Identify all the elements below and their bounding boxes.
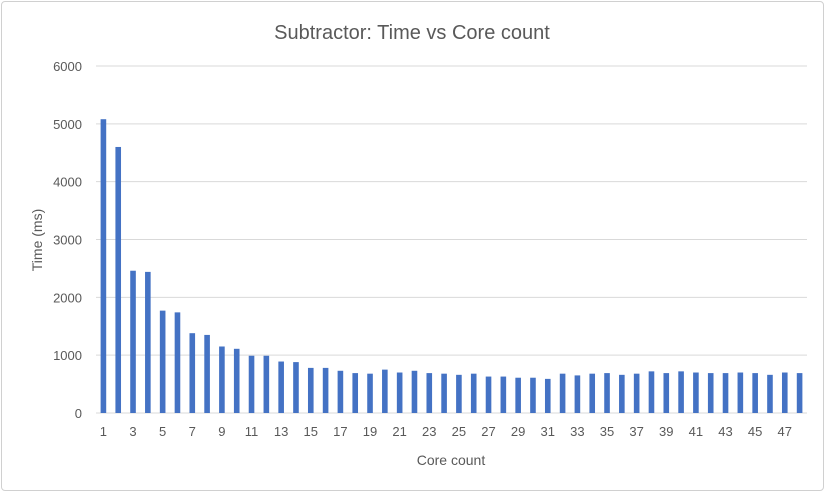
bar-core-30 bbox=[530, 377, 536, 413]
bar-core-43 bbox=[722, 373, 729, 413]
bar-core-41 bbox=[693, 372, 699, 413]
bar-core-4 bbox=[145, 271, 151, 413]
y-tick-label: 4000 bbox=[53, 175, 82, 190]
x-tick-label: 41 bbox=[689, 424, 703, 439]
bar-core-29 bbox=[515, 377, 521, 413]
bar-core-46 bbox=[767, 374, 773, 413]
bar-core-42 bbox=[707, 373, 714, 413]
bar-core-39 bbox=[663, 373, 670, 413]
x-tick-label: 15 bbox=[304, 424, 318, 439]
bar-core-33 bbox=[574, 375, 581, 413]
y-tick-label: 0 bbox=[75, 406, 82, 421]
bar-core-5 bbox=[159, 310, 166, 413]
x-tick-label: 43 bbox=[718, 424, 732, 439]
bar-core-38 bbox=[648, 371, 655, 413]
x-tick-label: 23 bbox=[422, 424, 436, 439]
x-tick-label: 35 bbox=[600, 424, 614, 439]
bar-core-22 bbox=[411, 370, 418, 413]
bar-core-36 bbox=[619, 374, 625, 413]
y-tick-label: 6000 bbox=[53, 59, 82, 74]
bar-core-47 bbox=[781, 372, 788, 413]
bar-core-20 bbox=[382, 369, 388, 413]
x-tick-label: 29 bbox=[511, 424, 525, 439]
bar-core-10 bbox=[233, 348, 240, 413]
bar-core-19 bbox=[367, 373, 373, 413]
bar-core-1 bbox=[100, 119, 107, 413]
bar-core-48 bbox=[796, 373, 803, 413]
y-tick-label: 3000 bbox=[53, 233, 82, 248]
x-tick-labels: 1 3 5 7 9 11 13 15 17 19 21 23 25 27 29 31 33 35 37 39 41 43 4… bbox=[100, 424, 792, 439]
gridlines bbox=[96, 65, 807, 414]
x-tick-label: 21 bbox=[392, 424, 406, 439]
y-tick-label: 1000 bbox=[53, 348, 82, 363]
bar-core-14 bbox=[293, 362, 299, 413]
y-tick-label: 5000 bbox=[53, 117, 82, 132]
x-tick-label: 5 bbox=[159, 424, 166, 439]
bar-core-32 bbox=[559, 373, 566, 413]
bar-core-6 bbox=[174, 312, 181, 413]
bar-core-18 bbox=[352, 373, 359, 413]
bar-core-37 bbox=[633, 373, 640, 413]
y-tick-label: 2000 bbox=[53, 290, 82, 305]
bar-core-13 bbox=[278, 361, 284, 413]
bar-core-40 bbox=[678, 371, 684, 413]
bar-core-44 bbox=[737, 372, 744, 413]
bar-core-7 bbox=[189, 333, 196, 413]
x-tick-label: 1 bbox=[100, 424, 107, 439]
bar-core-26 bbox=[470, 373, 477, 413]
bar-core-31 bbox=[544, 378, 551, 413]
bar-core-34 bbox=[589, 373, 596, 413]
bar-core-28 bbox=[500, 376, 507, 413]
x-tick-label: 3 bbox=[129, 424, 136, 439]
x-tick-label: 13 bbox=[274, 424, 288, 439]
x-tick-label: 27 bbox=[481, 424, 495, 439]
chart-title: Subtractor: Time vs Core count bbox=[274, 22, 550, 44]
y-tick-labels: 0 1000 2000 3000 4000 5000 6000 bbox=[53, 59, 82, 421]
bars bbox=[100, 119, 803, 413]
bar-core-12 bbox=[263, 355, 270, 413]
bar-core-21 bbox=[396, 372, 403, 413]
bar-core-35 bbox=[604, 373, 610, 413]
x-tick-label: 39 bbox=[659, 424, 673, 439]
x-tick-label: 17 bbox=[333, 424, 347, 439]
x-tick-label: 11 bbox=[245, 424, 259, 439]
bar-core-17 bbox=[337, 370, 344, 413]
y-axis-label: Time (ms) bbox=[29, 209, 45, 271]
bar-core-24 bbox=[441, 373, 447, 413]
x-tick-label: 25 bbox=[452, 424, 466, 439]
bar-core-3 bbox=[130, 270, 136, 413]
x-tick-label: 37 bbox=[629, 424, 643, 439]
bar-core-16 bbox=[322, 367, 329, 413]
bar-core-45 bbox=[752, 373, 758, 413]
bar-core-25 bbox=[456, 374, 462, 413]
x-tick-label: 45 bbox=[748, 424, 762, 439]
bar-core-23 bbox=[426, 373, 433, 413]
x-tick-label: 47 bbox=[778, 424, 792, 439]
x-tick-label: 7 bbox=[189, 424, 196, 439]
x-tick-label: 33 bbox=[570, 424, 584, 439]
bar-core-9 bbox=[219, 346, 225, 413]
bar-core-15 bbox=[307, 367, 314, 413]
x-tick-label: 9 bbox=[218, 424, 225, 439]
bar-core-8 bbox=[204, 334, 210, 413]
x-axis-label: Core count bbox=[417, 452, 486, 468]
bar-core-11 bbox=[248, 355, 255, 413]
x-tick-label: 31 bbox=[541, 424, 555, 439]
x-tick-label: 19 bbox=[363, 424, 377, 439]
bar-core-2 bbox=[115, 146, 122, 413]
bar-core-27 bbox=[485, 376, 492, 413]
